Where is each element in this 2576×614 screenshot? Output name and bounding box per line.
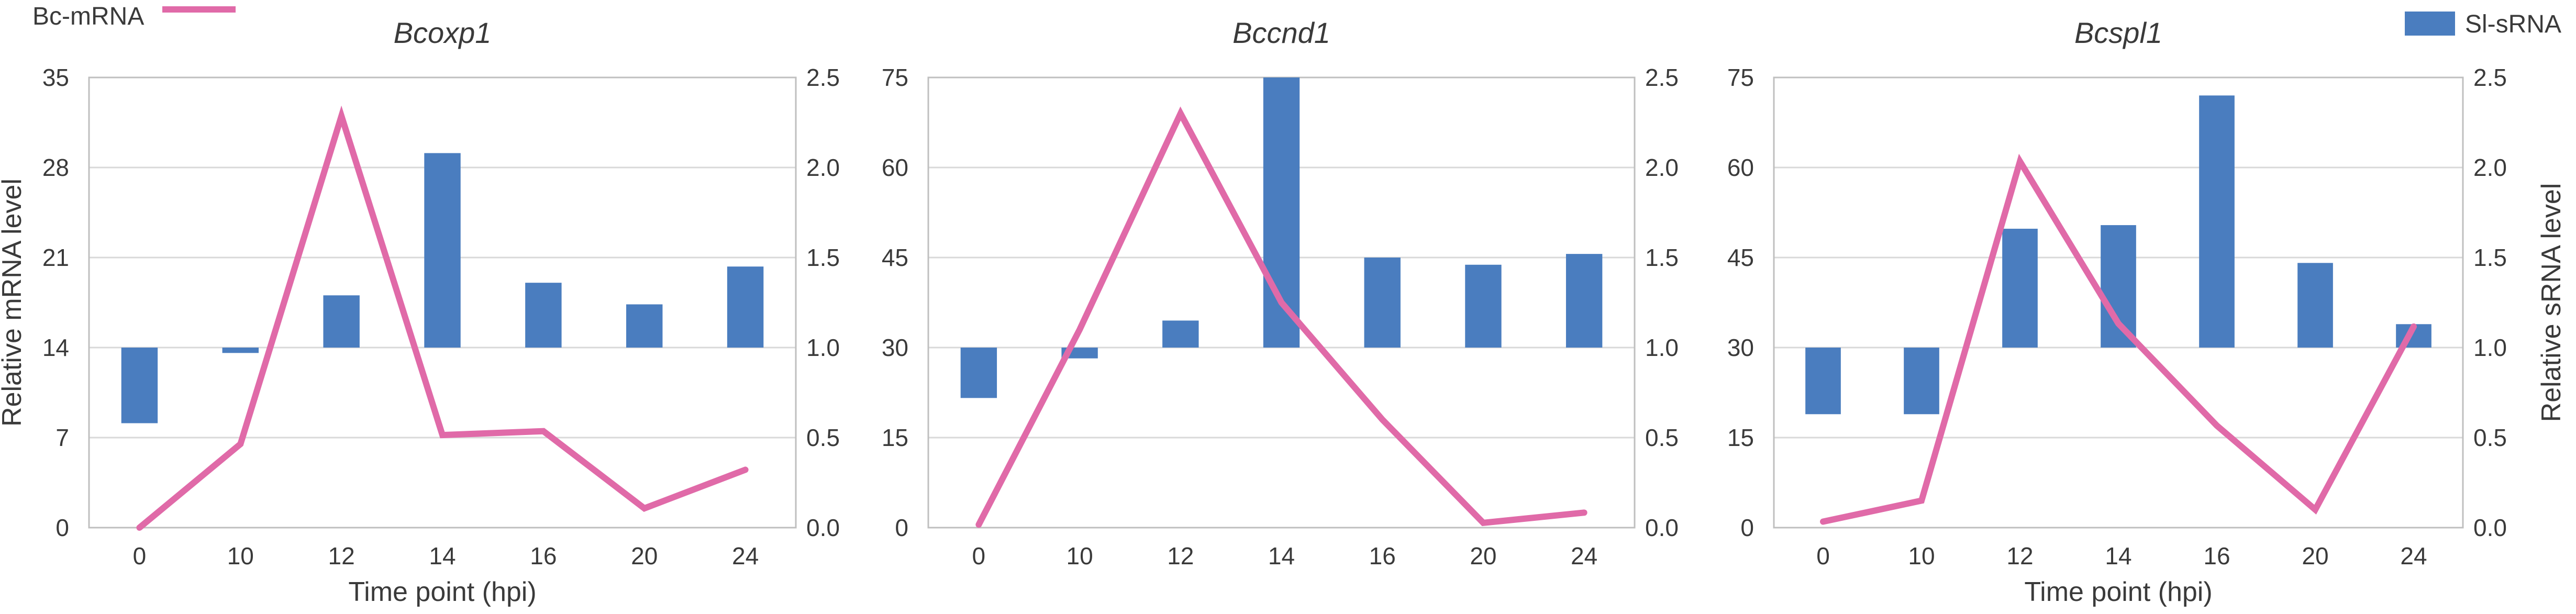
y-right-tick-label: 0.5 bbox=[2473, 424, 2507, 451]
x-tick-label: 0 bbox=[133, 542, 147, 570]
x-tick-label: 14 bbox=[2105, 542, 2131, 570]
y-left-tick-label: 45 bbox=[1727, 244, 1754, 271]
x-tick-label: 20 bbox=[1470, 542, 1496, 570]
x-tick-label: 10 bbox=[1066, 542, 1093, 570]
y-right-tick-label: 0.0 bbox=[806, 514, 840, 541]
x-tick-label: 10 bbox=[1908, 542, 1935, 570]
y-right-tick-label: 2.0 bbox=[1645, 154, 1679, 181]
y-right-tick-label: 1.0 bbox=[806, 334, 840, 361]
srna-bar bbox=[2297, 263, 2333, 348]
y-right-tick-label: 2.0 bbox=[806, 154, 840, 181]
panels: 0 7 14 21 28 35 0.0 0.5 1.0 1.5 2.0 2.5 0 10 12 14 16 20 2… bbox=[0, 16, 2567, 607]
srna-bar bbox=[223, 348, 259, 353]
y-left-tick-label: 45 bbox=[882, 244, 908, 271]
y-left-tick-label: 0 bbox=[55, 514, 69, 541]
srna-bar bbox=[1364, 258, 1401, 348]
srna-bar bbox=[1465, 265, 1501, 348]
y-left-tick-label: 0 bbox=[895, 514, 908, 541]
chart-panel-1: 0 7 14 21 28 35 0.0 0.5 1.0 1.5 2.0 2.5 0 10 12 14 16 20 2… bbox=[0, 16, 840, 607]
y-left-tick-label: 75 bbox=[882, 64, 908, 91]
y-right-tick-label: 1.5 bbox=[1645, 244, 1679, 271]
y-left-tick-label: 60 bbox=[1727, 154, 1754, 181]
y-left-tick-label: 15 bbox=[882, 424, 908, 451]
srna-bar bbox=[961, 348, 997, 398]
srna-bar bbox=[1566, 254, 1602, 348]
y-left-tick-label: 21 bbox=[42, 244, 69, 271]
x-tick-label: 20 bbox=[2302, 542, 2328, 570]
x-tick-label: 14 bbox=[429, 542, 456, 570]
y-right-tick-label: 0.0 bbox=[2473, 514, 2507, 541]
srna-bar bbox=[1904, 348, 1939, 414]
x-tick-label: 0 bbox=[1816, 542, 1830, 570]
y-right-tick-label: 1.0 bbox=[2473, 334, 2507, 361]
legend-mrna-label: Bc-mRNA bbox=[32, 3, 144, 30]
y-right-tick-label: 2.0 bbox=[2473, 154, 2507, 181]
y-left-tick-label: 7 bbox=[55, 424, 69, 451]
y-right-tick-label: 0.5 bbox=[806, 424, 840, 451]
srna-bar bbox=[525, 283, 561, 348]
chart-panel-3: 0 15 30 45 60 75 0.0 0.5 1.0 1.5 2.0 2.5 0 10 12 14 16 20… bbox=[1727, 16, 2567, 607]
srna-bar bbox=[2101, 225, 2136, 348]
y-right-tick-label: 0.5 bbox=[1645, 424, 1679, 451]
y-left-tick-label: 30 bbox=[1727, 334, 1754, 361]
x-tick-label: 16 bbox=[530, 542, 557, 570]
x-tick-label: 20 bbox=[631, 542, 658, 570]
panel-title: Bcoxp1 bbox=[394, 16, 492, 49]
srna-bar bbox=[626, 304, 662, 348]
x-tick-label: 0 bbox=[972, 542, 986, 570]
chart-panel-2: 0 15 30 45 60 75 0.0 0.5 1.0 1.5 2.0 2.5 0 10 12 14 16 20… bbox=[882, 16, 1679, 570]
panel-title: Bccnd1 bbox=[1233, 16, 1330, 49]
y-left-tick-label: 0 bbox=[1740, 514, 1754, 541]
y-right-tick-label: 0.0 bbox=[1645, 514, 1679, 541]
x-tick-label: 16 bbox=[1369, 542, 1396, 570]
y-right-tick-label: 1.0 bbox=[1645, 334, 1679, 361]
x-tick-label: 10 bbox=[227, 542, 254, 570]
y-left-tick-label: 30 bbox=[882, 334, 908, 361]
y-left-tick-label: 28 bbox=[42, 154, 69, 181]
x-tick-label: 24 bbox=[732, 542, 759, 570]
y-left-tick-label: 15 bbox=[1727, 424, 1754, 451]
x-tick-label: 24 bbox=[1571, 542, 1597, 570]
y-left-tick-label: 60 bbox=[882, 154, 908, 181]
x-tick-label: 16 bbox=[2203, 542, 2230, 570]
x-axis-title: Time point (hpi) bbox=[348, 577, 536, 607]
legend-srna-label: Sl-sRNA bbox=[2465, 10, 2561, 38]
srna-bar bbox=[1805, 348, 1841, 414]
y-right-tick-label: 1.5 bbox=[806, 244, 840, 271]
srna-bar bbox=[1162, 320, 1198, 348]
srna-bar bbox=[323, 295, 359, 348]
y-right-tick-label: 2.5 bbox=[2473, 64, 2507, 91]
x-tick-label: 14 bbox=[1268, 542, 1295, 570]
srna-bar bbox=[424, 153, 460, 348]
srna-bar bbox=[121, 348, 158, 423]
x-tick-label: 12 bbox=[1167, 542, 1194, 570]
y-right-tick-label: 2.5 bbox=[1645, 64, 1679, 91]
x-tick-label: 24 bbox=[2400, 542, 2427, 570]
y-left-tick-label: 14 bbox=[42, 334, 69, 361]
y-right-tick-label: 1.5 bbox=[2473, 244, 2507, 271]
y-left-axis-title: Relative mRNA level bbox=[0, 178, 27, 427]
y-right-axis-title: Relative sRNA level bbox=[2536, 183, 2567, 422]
srna-bar bbox=[2002, 229, 2038, 348]
y-right-tick-label: 2.5 bbox=[806, 64, 840, 91]
y-left-tick-label: 35 bbox=[42, 64, 69, 91]
srna-bar bbox=[727, 266, 763, 348]
srna-bar bbox=[2199, 95, 2235, 348]
x-tick-label: 12 bbox=[2006, 542, 2033, 570]
x-axis-title: Time point (hpi) bbox=[2024, 577, 2212, 607]
panel-title: Bcspl1 bbox=[2074, 16, 2162, 49]
y-left-tick-label: 75 bbox=[1727, 64, 1754, 91]
legend-srna-swatch bbox=[2405, 12, 2455, 36]
x-tick-label: 12 bbox=[328, 542, 355, 570]
